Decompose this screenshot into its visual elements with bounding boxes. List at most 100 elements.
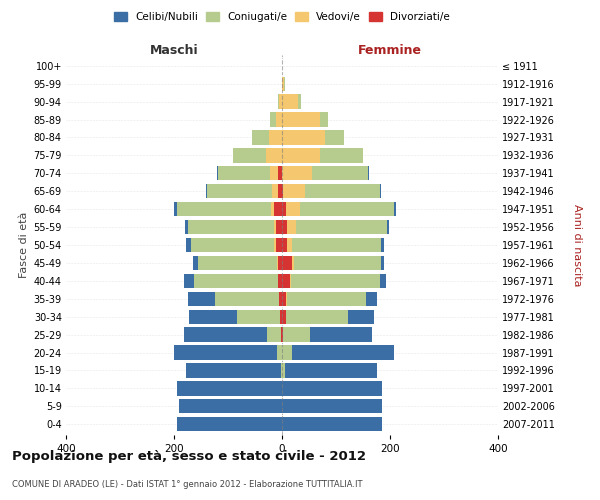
Bar (282, 148, 320, 162)
Bar (281, 328, 282, 342)
Bar (206, 184, 208, 198)
Bar (187, 292, 215, 306)
Bar (295, 256, 381, 270)
Bar (194, 274, 278, 288)
Bar (184, 328, 268, 342)
Bar (381, 256, 383, 270)
Bar (282, 130, 325, 144)
Bar (278, 184, 282, 198)
Bar (193, 256, 198, 270)
Bar (271, 202, 274, 216)
Bar (274, 202, 282, 216)
Bar (282, 364, 285, 378)
Bar (296, 220, 388, 234)
Bar (188, 310, 237, 324)
Bar (283, 328, 310, 342)
Bar (275, 220, 282, 234)
Bar (278, 256, 282, 270)
Bar (278, 274, 282, 288)
Bar (282, 346, 292, 360)
Bar (282, 220, 287, 234)
Y-axis label: Anni di nascita: Anni di nascita (572, 204, 582, 286)
Bar (179, 399, 282, 413)
Bar (282, 94, 298, 109)
Bar (187, 364, 281, 378)
Bar (283, 184, 305, 198)
Bar (366, 292, 377, 306)
Y-axis label: Fasce di età: Fasce di età (19, 212, 29, 278)
Bar (176, 202, 271, 216)
Bar (282, 112, 320, 126)
Bar (282, 202, 286, 216)
Bar (282, 274, 290, 288)
Bar (187, 220, 274, 234)
Bar (320, 148, 363, 162)
Bar (217, 166, 218, 180)
Bar (282, 310, 286, 324)
Bar (286, 292, 287, 306)
Bar (184, 274, 194, 288)
Bar (272, 184, 278, 198)
Text: Maschi: Maschi (149, 44, 199, 57)
Bar (274, 220, 275, 234)
Text: COMUNE DI ARADEO (LE) - Dati ISTAT 1° gennaio 2012 - Elaborazione TUTTITALIA.IT: COMUNE DI ARADEO (LE) - Dati ISTAT 1° ge… (12, 480, 362, 489)
Bar (275, 238, 282, 252)
Bar (291, 274, 380, 288)
Bar (286, 310, 349, 324)
Bar (287, 238, 292, 252)
Bar (285, 364, 377, 378)
Bar (208, 184, 272, 198)
Bar (292, 238, 381, 252)
Bar (286, 202, 300, 216)
Bar (275, 112, 282, 126)
Bar (349, 310, 374, 324)
Bar (381, 238, 383, 252)
Bar (237, 310, 280, 324)
Bar (292, 256, 295, 270)
Bar (278, 166, 282, 180)
Bar (185, 220, 187, 234)
Bar (191, 238, 274, 252)
Bar (280, 94, 282, 109)
Bar (268, 328, 281, 342)
Bar (290, 274, 291, 288)
Bar (282, 328, 283, 342)
Bar (198, 256, 277, 270)
Bar (287, 292, 366, 306)
Bar (368, 166, 370, 180)
Bar (292, 346, 394, 360)
Bar (269, 130, 282, 144)
Bar (284, 76, 285, 91)
Bar (388, 220, 389, 234)
Bar (281, 364, 282, 378)
Bar (278, 94, 280, 109)
Bar (218, 166, 269, 180)
Bar (277, 346, 282, 360)
Bar (280, 292, 282, 306)
Bar (215, 292, 280, 306)
Bar (187, 238, 191, 252)
Bar (174, 346, 277, 360)
Bar (174, 202, 176, 216)
Bar (282, 184, 283, 198)
Bar (298, 94, 301, 109)
Bar (176, 417, 282, 432)
Bar (300, 202, 394, 216)
Bar (280, 310, 282, 324)
Bar (282, 417, 382, 432)
Bar (282, 256, 292, 270)
Bar (287, 220, 296, 234)
Bar (176, 381, 282, 396)
Bar (282, 238, 287, 252)
Text: Femmine: Femmine (358, 44, 422, 57)
Bar (305, 184, 380, 198)
Bar (253, 130, 269, 144)
Bar (282, 399, 382, 413)
Bar (282, 166, 312, 180)
Bar (394, 202, 396, 216)
Bar (310, 328, 372, 342)
Bar (282, 76, 284, 91)
Bar (380, 184, 382, 198)
Bar (320, 112, 328, 126)
Bar (270, 112, 275, 126)
